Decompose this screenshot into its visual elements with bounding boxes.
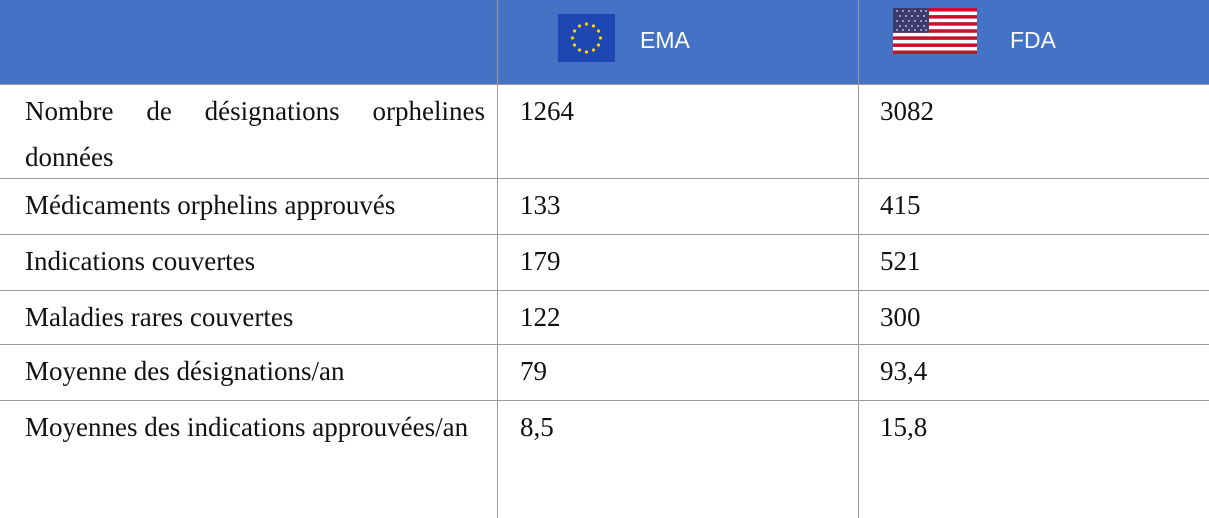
cell-value: 133 <box>520 190 561 220</box>
cell-value: 122 <box>520 302 561 332</box>
row-border <box>0 400 1209 401</box>
cell-value: 1264 <box>520 96 574 126</box>
cell-value: 179 <box>520 246 561 276</box>
cell-value: 8,5 <box>520 412 554 442</box>
cell-value: 79 <box>520 356 547 386</box>
row-label: Moyenne des désignations/an <box>25 356 345 386</box>
row-border <box>0 84 1209 85</box>
row-label: Indications couvertes <box>25 246 256 276</box>
column-border <box>497 0 498 518</box>
cell-value: 15,8 <box>880 412 928 442</box>
cell-value: 521 <box>880 246 921 276</box>
us-flag <box>893 8 977 54</box>
cell-value: 3082 <box>880 96 934 126</box>
row-label: Maladies rares couvertes <box>25 302 294 332</box>
cell-value: 415 <box>880 190 921 220</box>
row-border <box>0 234 1209 235</box>
row-label: Nombre de désignations orphelines donnée… <box>25 96 485 172</box>
row-border <box>0 344 1209 345</box>
eu-flag <box>558 14 615 62</box>
cell-value: 93,4 <box>880 356 928 386</box>
row-label: Médicaments orphelins approuvés <box>25 190 396 220</box>
row-label: Moyennes des indications approuvées/an <box>25 412 469 442</box>
column-border <box>858 0 859 518</box>
row-border <box>0 178 1209 179</box>
cell-value: 300 <box>880 302 921 332</box>
header-label: FDA <box>1010 27 1056 53</box>
header-label: EMA <box>640 27 690 53</box>
row-border <box>0 290 1209 291</box>
